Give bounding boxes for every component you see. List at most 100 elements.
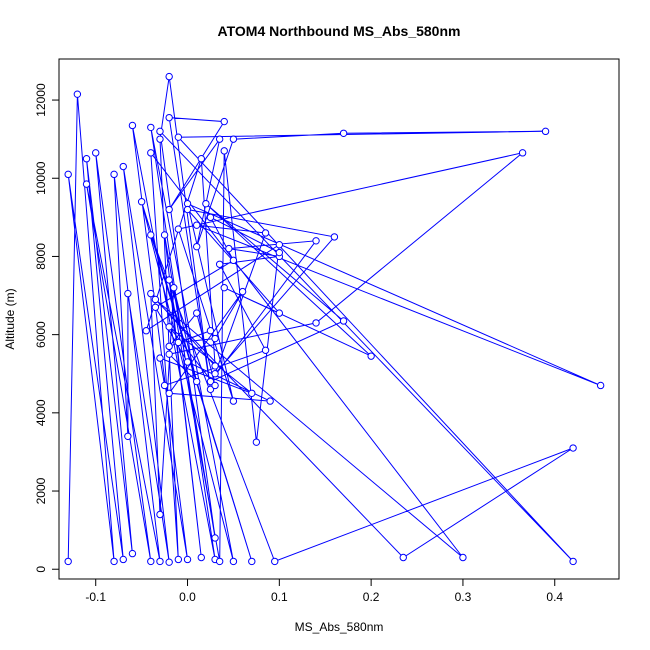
data-point xyxy=(147,289,155,298)
data-point xyxy=(174,225,183,233)
data-point xyxy=(248,389,256,397)
data-point xyxy=(261,346,270,354)
data-point xyxy=(165,205,173,214)
data-point xyxy=(183,555,192,564)
data-point xyxy=(367,352,375,360)
data-point xyxy=(202,199,210,208)
data-point xyxy=(261,229,270,237)
data-point xyxy=(82,154,91,163)
data-point xyxy=(174,133,183,141)
data-point xyxy=(518,149,527,157)
data-point xyxy=(165,389,173,397)
data-point xyxy=(252,438,261,446)
data-point xyxy=(165,558,173,566)
data-point xyxy=(156,510,164,519)
data-point xyxy=(197,553,205,562)
data-point xyxy=(215,135,224,143)
x-tick-label: -0.1 xyxy=(85,590,106,604)
data-point xyxy=(275,309,284,317)
data-point xyxy=(312,319,320,327)
data-point xyxy=(147,231,155,239)
x-tick-label: 0.2 xyxy=(363,590,380,604)
data-point xyxy=(211,362,219,370)
series-line xyxy=(67,76,601,563)
data-point xyxy=(193,242,201,251)
data-point xyxy=(211,381,219,390)
data-point xyxy=(165,113,173,122)
data-point xyxy=(174,338,183,347)
data-point xyxy=(220,284,228,292)
data-point xyxy=(137,198,146,206)
y-axis-label: Altitude (m) xyxy=(3,288,17,349)
data-point xyxy=(220,147,228,155)
data-point xyxy=(330,233,339,241)
x-tick-label: 0.4 xyxy=(546,590,563,604)
x-tick-label: 0.1 xyxy=(271,590,288,604)
y-tick-label: 10000 xyxy=(34,161,48,195)
chart-title: ATOM4 Northbound MS_Abs_580nm xyxy=(218,23,461,39)
data-point xyxy=(119,162,127,171)
data-point xyxy=(312,237,320,245)
data-point xyxy=(197,154,205,163)
data-point xyxy=(147,123,155,132)
data-point xyxy=(183,205,192,214)
data-point xyxy=(271,557,279,566)
data-point xyxy=(206,327,215,335)
data-point xyxy=(151,295,160,304)
y-tick-label: 12000 xyxy=(34,83,48,117)
data-point xyxy=(165,323,173,331)
series-line-path xyxy=(67,76,601,563)
data-point xyxy=(275,248,284,257)
data-point xyxy=(211,534,219,542)
data-point xyxy=(174,555,183,564)
data-point xyxy=(147,557,155,566)
data-point xyxy=(225,244,233,253)
data-point xyxy=(160,381,169,390)
data-point xyxy=(206,385,215,394)
data-point xyxy=(569,557,577,566)
data-point xyxy=(64,557,72,566)
y-tick-label: 6000 xyxy=(34,321,48,348)
data-point xyxy=(211,334,219,343)
data-point xyxy=(193,221,201,229)
data-point xyxy=(215,260,224,268)
data-point xyxy=(73,90,82,98)
series-points xyxy=(64,72,605,566)
data-point xyxy=(193,377,201,386)
data-point xyxy=(110,170,118,179)
y-tick-label: 8000 xyxy=(34,243,48,270)
data-point xyxy=(156,127,164,136)
data-point xyxy=(170,284,178,292)
data-point xyxy=(165,72,173,81)
data-point xyxy=(64,170,72,179)
data-point xyxy=(229,397,238,405)
data-point xyxy=(220,117,228,126)
data-point xyxy=(541,127,550,136)
data-point xyxy=(215,557,224,566)
data-point xyxy=(82,180,91,188)
data-point xyxy=(596,381,605,390)
data-point xyxy=(92,149,100,157)
data-point xyxy=(229,135,238,143)
data-point xyxy=(229,256,238,265)
data-point xyxy=(339,129,348,137)
data-point xyxy=(124,432,132,440)
data-point xyxy=(275,241,284,249)
data-point xyxy=(124,289,132,298)
data-point xyxy=(165,342,173,351)
data-point xyxy=(569,444,577,452)
data-point xyxy=(165,350,173,358)
data-point xyxy=(160,231,169,239)
data-point xyxy=(206,213,215,222)
data-point xyxy=(193,309,201,317)
x-tick-label: 0.3 xyxy=(455,590,472,604)
data-point xyxy=(339,317,348,325)
data-point xyxy=(399,553,407,562)
x-tick-label: 0.0 xyxy=(179,590,196,604)
data-point xyxy=(110,557,118,566)
data-point xyxy=(266,397,274,405)
data-point xyxy=(119,555,127,564)
y-tick-label: 2000 xyxy=(34,477,48,504)
data-point xyxy=(156,354,164,362)
